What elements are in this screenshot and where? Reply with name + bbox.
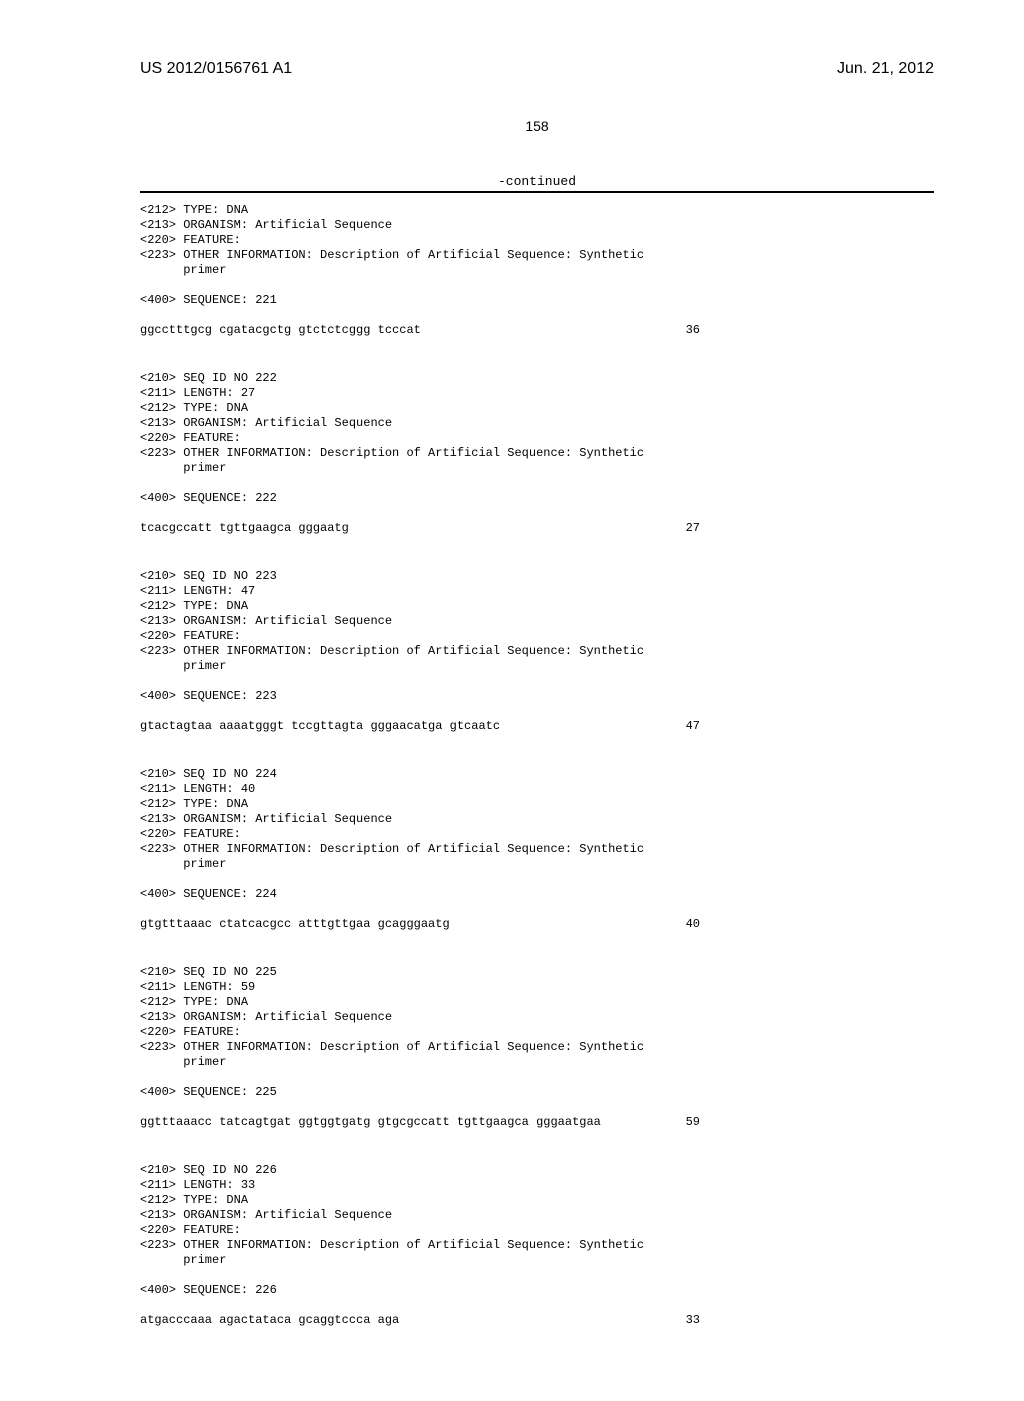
sequence-block: <210> SEQ ID NO 223<211> LENGTH: 47<212>…	[140, 569, 934, 749]
sequence-tag-line: <213> ORGANISM: Artificial Sequence	[140, 416, 934, 431]
sequence-length: 33	[686, 1313, 700, 1328]
document-date: Jun. 21, 2012	[837, 60, 934, 78]
spacer	[140, 902, 934, 917]
sequence-row: ggtttaaacc tatcagtgat ggtggtgatg gtgcgcc…	[140, 1115, 700, 1130]
sequence-tag-line: <210> SEQ ID NO 224	[140, 767, 934, 782]
spacer	[140, 1328, 934, 1343]
spacer	[140, 1298, 934, 1313]
sequence-length: 59	[686, 1115, 700, 1130]
sequence-block: <210> SEQ ID NO 226<211> LENGTH: 33<212>…	[140, 1163, 934, 1343]
horizontal-rule	[140, 191, 934, 193]
spacer	[140, 506, 934, 521]
sequence-block: <212> TYPE: DNA<213> ORGANISM: Artificia…	[140, 203, 934, 353]
spacer	[140, 872, 934, 887]
sequence-listing: <212> TYPE: DNA<213> ORGANISM: Artificia…	[140, 203, 934, 1343]
sequence-tag-line: primer	[140, 1055, 934, 1070]
sequence-tag-line: primer	[140, 461, 934, 476]
sequence-text: tcacgccatt tgttgaagca gggaatg	[140, 521, 349, 536]
sequence-tag-line: <213> ORGANISM: Artificial Sequence	[140, 1010, 934, 1025]
sequence-tag-line: <212> TYPE: DNA	[140, 401, 934, 416]
sequence-tag-line: <220> FEATURE:	[140, 233, 934, 248]
sequence-tag-line: <210> SEQ ID NO 222	[140, 371, 934, 386]
sequence-tag-line: <223> OTHER INFORMATION: Description of …	[140, 1238, 934, 1253]
spacer	[140, 536, 934, 551]
sequence-tag-line: primer	[140, 263, 934, 278]
sequence-label: <400> SEQUENCE: 225	[140, 1085, 934, 1100]
sequence-label: <400> SEQUENCE: 221	[140, 293, 934, 308]
sequence-tag-line: primer	[140, 857, 934, 872]
sequence-length: 40	[686, 917, 700, 932]
sequence-tag-line: <213> ORGANISM: Artificial Sequence	[140, 218, 934, 233]
spacer	[140, 1100, 934, 1115]
sequence-tag-line: <223> OTHER INFORMATION: Description of …	[140, 644, 934, 659]
sequence-tag-line: <220> FEATURE:	[140, 629, 934, 644]
sequence-label: <400> SEQUENCE: 223	[140, 689, 934, 704]
sequence-text: gtgtttaaac ctatcacgcc atttgttgaa gcaggga…	[140, 917, 450, 932]
sequence-tag-line: <211> LENGTH: 27	[140, 386, 934, 401]
sequence-block: <210> SEQ ID NO 225<211> LENGTH: 59<212>…	[140, 965, 934, 1145]
sequence-tag-line: <212> TYPE: DNA	[140, 797, 934, 812]
sequence-block: <210> SEQ ID NO 224<211> LENGTH: 40<212>…	[140, 767, 934, 947]
document-id: US 2012/0156761 A1	[140, 60, 292, 78]
sequence-label: <400> SEQUENCE: 226	[140, 1283, 934, 1298]
sequence-tag-line: <220> FEATURE:	[140, 827, 934, 842]
sequence-row: tcacgccatt tgttgaagca gggaatg 27	[140, 521, 700, 536]
sequence-tag-line: <223> OTHER INFORMATION: Description of …	[140, 842, 934, 857]
sequence-tag-line: <220> FEATURE:	[140, 431, 934, 446]
sequence-tag-line: <212> TYPE: DNA	[140, 995, 934, 1010]
sequence-tag-line: <213> ORGANISM: Artificial Sequence	[140, 812, 934, 827]
sequence-tag-line: <211> LENGTH: 33	[140, 1178, 934, 1193]
sequence-text: gtactagtaa aaaatgggt tccgttagta gggaacat…	[140, 719, 500, 734]
sequence-row: ggcctttgcg cgatacgctg gtctctcggg tcccat 3…	[140, 323, 700, 338]
sequence-tag-line: <210> SEQ ID NO 226	[140, 1163, 934, 1178]
sequence-row: gtactagtaa aaaatgggt tccgttagta gggaacat…	[140, 719, 700, 734]
sequence-tag-line: <223> OTHER INFORMATION: Description of …	[140, 446, 934, 461]
spacer	[140, 476, 934, 491]
sequence-length: 36	[686, 323, 700, 338]
sequence-tag-line: <220> FEATURE:	[140, 1025, 934, 1040]
sequence-tag-line: <212> TYPE: DNA	[140, 1193, 934, 1208]
sequence-tag-line: primer	[140, 1253, 934, 1268]
sequence-tag-line: <213> ORGANISM: Artificial Sequence	[140, 1208, 934, 1223]
sequence-tag-line: <211> LENGTH: 59	[140, 980, 934, 995]
sequence-tag-line: primer	[140, 659, 934, 674]
page-number: 158	[140, 118, 934, 134]
spacer	[140, 674, 934, 689]
spacer	[140, 1130, 934, 1145]
sequence-tag-line: <213> ORGANISM: Artificial Sequence	[140, 614, 934, 629]
spacer	[140, 1268, 934, 1283]
sequence-block: <210> SEQ ID NO 222<211> LENGTH: 27<212>…	[140, 371, 934, 551]
page-container: US 2012/0156761 A1 Jun. 21, 2012 158 -co…	[0, 0, 1024, 1401]
sequence-text: ggcctttgcg cgatacgctg gtctctcggg tcccat	[140, 323, 421, 338]
sequence-row: gtgtttaaac ctatcacgcc atttgttgaa gcaggga…	[140, 917, 700, 932]
sequence-tag-line: <212> TYPE: DNA	[140, 203, 934, 218]
spacer	[140, 704, 934, 719]
sequence-tag-line: <210> SEQ ID NO 223	[140, 569, 934, 584]
sequence-label: <400> SEQUENCE: 224	[140, 887, 934, 902]
sequence-text: ggtttaaacc tatcagtgat ggtggtgatg gtgcgcc…	[140, 1115, 601, 1130]
spacer	[140, 734, 934, 749]
spacer	[140, 278, 934, 293]
spacer	[140, 1070, 934, 1085]
spacer	[140, 308, 934, 323]
sequence-label: <400> SEQUENCE: 222	[140, 491, 934, 506]
sequence-tag-line: <211> LENGTH: 47	[140, 584, 934, 599]
spacer	[140, 338, 934, 353]
sequence-tag-line: <211> LENGTH: 40	[140, 782, 934, 797]
sequence-tag-line: <223> OTHER INFORMATION: Description of …	[140, 1040, 934, 1055]
sequence-tag-line: <223> OTHER INFORMATION: Description of …	[140, 248, 934, 263]
sequence-tag-line: <212> TYPE: DNA	[140, 599, 934, 614]
page-header: US 2012/0156761 A1 Jun. 21, 2012	[140, 60, 934, 78]
sequence-tag-line: <220> FEATURE:	[140, 1223, 934, 1238]
continued-label: -continued	[140, 174, 934, 189]
sequence-text: atgacccaaa agactataca gcaggtccca aga	[140, 1313, 399, 1328]
sequence-row: atgacccaaa agactataca gcaggtccca aga 33	[140, 1313, 700, 1328]
sequence-length: 27	[686, 521, 700, 536]
spacer	[140, 932, 934, 947]
sequence-length: 47	[686, 719, 700, 734]
sequence-tag-line: <210> SEQ ID NO 225	[140, 965, 934, 980]
